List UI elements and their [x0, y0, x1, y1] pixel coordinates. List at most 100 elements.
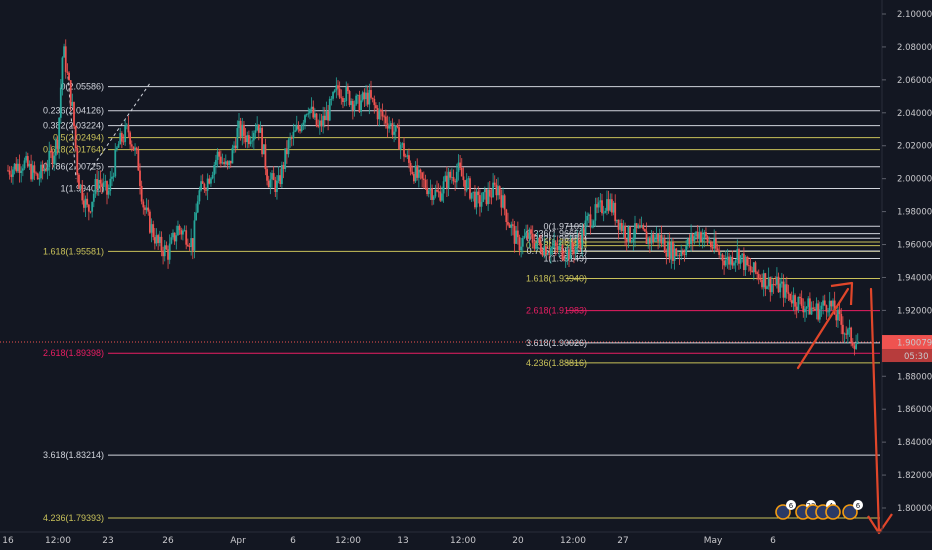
candle-body	[686, 238, 689, 246]
candle-body	[757, 273, 760, 280]
candle-body	[693, 236, 696, 241]
candle-body	[106, 181, 108, 195]
fib-left-label: 1.618(1.95581)	[43, 246, 104, 256]
candle-body	[310, 106, 313, 110]
candle-body	[815, 303, 818, 311]
candle-body	[611, 199, 613, 213]
candle-body	[467, 178, 470, 180]
candle-body	[794, 295, 796, 307]
candle-body	[380, 109, 382, 112]
fib-left-label: 0(2.05586)	[60, 82, 104, 92]
candle-body	[744, 256, 747, 271]
candle-body	[391, 123, 394, 135]
candle-body	[327, 111, 329, 121]
candle-body	[102, 182, 105, 188]
candle-body	[856, 342, 859, 345]
candle-body	[51, 152, 54, 165]
candle-body	[335, 85, 338, 91]
event-badge[interactable]: 4	[815, 500, 841, 520]
candle-body	[365, 92, 367, 100]
time-tick-label: 6	[770, 536, 776, 546]
event-badges[interactable]: 62346	[775, 500, 863, 520]
candle-body	[543, 246, 546, 256]
candle-body	[820, 305, 823, 310]
candle-body	[584, 220, 587, 236]
candle-body	[274, 180, 277, 192]
last-price-tag[interactable]	[882, 335, 932, 350]
candle-body	[733, 262, 735, 266]
candle-body	[528, 229, 531, 239]
event-badge[interactable]: 6	[775, 500, 796, 520]
candle-body	[201, 181, 204, 184]
candle-body	[597, 202, 600, 208]
candle-body	[503, 195, 506, 210]
candle-body	[698, 232, 701, 239]
candle-body	[261, 127, 263, 155]
candle-body	[396, 125, 399, 128]
candle-body	[351, 100, 354, 111]
candle-body	[140, 186, 143, 202]
candle-body	[434, 189, 437, 197]
candle-body	[378, 109, 381, 120]
event-badge[interactable]: 6	[842, 500, 863, 520]
fib-right-label: 2.618(1.91983)	[526, 306, 587, 316]
candle-body	[215, 159, 217, 165]
candle-body	[218, 151, 221, 157]
candle-body	[119, 133, 122, 145]
candle-body	[167, 249, 169, 260]
up-arrow-head	[830, 281, 854, 306]
candle-body	[850, 327, 853, 343]
candle-body	[147, 207, 150, 212]
candle-body	[26, 156, 29, 167]
candle-body	[752, 262, 755, 273]
candle-body	[398, 127, 400, 150]
candle-body	[672, 242, 674, 261]
candle-body	[592, 220, 595, 226]
badge-count-bubble	[786, 500, 796, 510]
candle-body	[462, 176, 465, 181]
candle-body	[239, 120, 242, 137]
candle-body	[482, 192, 485, 202]
candle-body	[771, 284, 773, 293]
candle-body	[823, 300, 826, 306]
candle-body	[784, 284, 787, 298]
candle-body	[761, 279, 763, 288]
candle-body	[614, 202, 617, 222]
candle-body	[66, 71, 69, 73]
price-axis[interactable]: 2.10000 2.08000 2.06000 2.04000 2.02000 2.000…	[881, 0, 932, 532]
candle-body	[162, 250, 164, 257]
time-tick-label: 23	[102, 536, 113, 546]
candle-body	[76, 147, 79, 175]
candle-body	[726, 256, 729, 261]
candle-body	[738, 249, 740, 264]
candle-body	[393, 131, 395, 135]
candle-body	[315, 113, 318, 127]
candle-body	[545, 246, 547, 255]
candle-body	[581, 228, 584, 248]
candle-body	[447, 171, 450, 189]
time-axis[interactable]: 16 12:00 23 26 Apr 6 12:00 13 12:00 20 12:00 27 May 6	[0, 531, 932, 546]
candle-body	[193, 220, 196, 251]
candle-body	[399, 144, 402, 150]
candle-body	[28, 163, 31, 167]
candle-body	[431, 188, 433, 200]
candle-body	[224, 161, 227, 165]
candle-body	[488, 189, 491, 197]
price-tick-label: 1.92000	[897, 306, 932, 316]
candle-body	[345, 86, 348, 102]
candle-body	[238, 120, 240, 128]
candle-body	[353, 104, 356, 111]
candle-body	[615, 219, 618, 222]
time-tick-label: 12:00	[45, 536, 71, 546]
candle-body	[767, 277, 770, 287]
candle-body	[714, 238, 717, 249]
fib-right-label: 3.618(1.90026)	[526, 338, 587, 348]
candle-body	[655, 233, 658, 238]
time-tick-label: 27	[617, 536, 628, 546]
candle-body	[318, 120, 321, 127]
fib-right-label: 1.618(1.93940)	[526, 273, 587, 283]
candle-body	[454, 181, 457, 183]
candle-body	[813, 308, 816, 311]
